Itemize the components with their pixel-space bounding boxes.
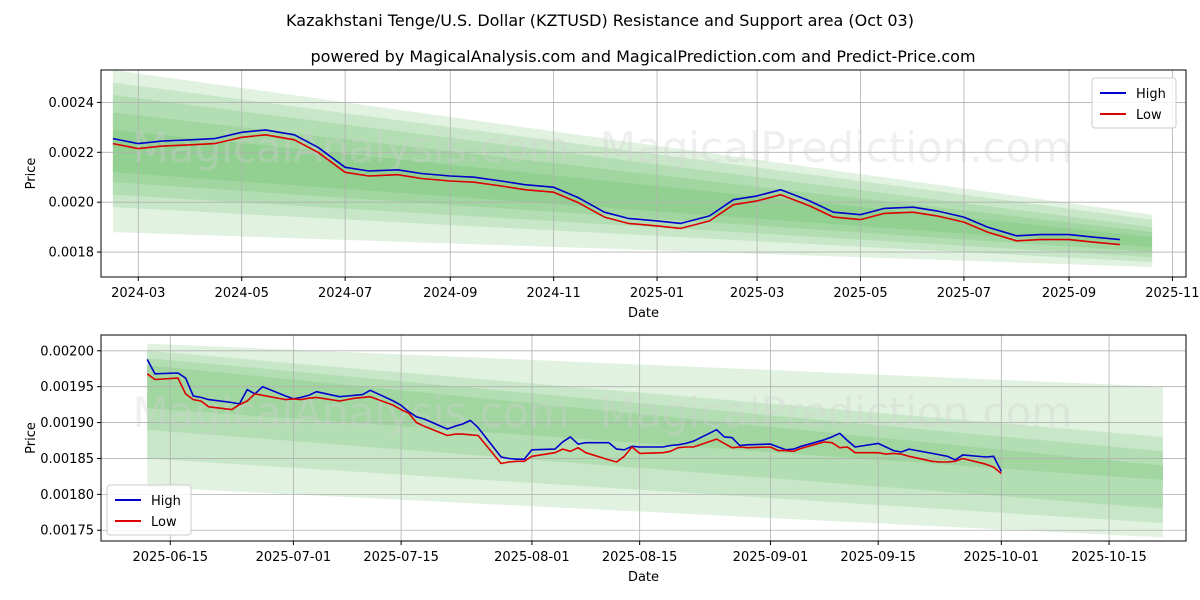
bottom-ytick-label: 0.00195 [40,380,94,395]
top-xtick-label: 2024-07 [318,286,372,301]
bottom-yaxis-label: Price [24,422,39,454]
bottom-xtick-label: 2025-10-15 [1071,550,1147,565]
bottom-xtick-label: 2025-06-15 [132,550,208,565]
bottom-xtick-label: 2025-08-15 [602,550,678,565]
top-xtick-label: 2025-11 [1145,286,1199,301]
top-band-1 [112,82,1153,263]
top-band-0 [112,70,1153,268]
bottom-xtick-label: 2025-09-01 [733,550,809,565]
bottom-xaxis-label: Date [628,570,659,585]
bottom-ytick-label: 0.00180 [40,488,94,503]
top-yaxis-label: Price [24,158,39,190]
top-legend: High Low [1091,77,1177,129]
top-series-high-line [112,129,1120,241]
top-xtick-label: 2024-05 [215,286,269,301]
chart-title: Kazakhstani Tenge/U.S. Dollar (KZTUSD) R… [286,11,914,30]
bottom-legend: High Low [106,484,192,536]
bottom-xtick-label: 2025-07-01 [256,550,332,565]
top-ytick-label: 0.0022 [49,146,95,161]
bottom-ytick-label: 0.00175 [40,524,94,539]
top-chart: MagicalAnalysis.com MagicalPrediction.com… [24,69,1200,321]
top-axes-frame [100,69,1187,278]
bottom-watermark-prediction: MagicalPrediction.com [600,388,1073,437]
top-band-2 [112,94,1153,258]
bottom-xtick-label: 2025-08-01 [494,550,570,565]
top-ytick-label: 0.0024 [49,96,95,111]
top-band-3 [112,112,1153,253]
top-xtick-label: 2024-03 [111,286,165,301]
top-xtick-label: 2025-03 [730,286,784,301]
top-xtick-label: 2025-01 [630,286,684,301]
bottom-xtick-label: 2025-07-15 [363,550,439,565]
top-ytick-label: 0.0018 [49,246,95,261]
bottom-plot-area: MagicalAnalysis.com MagicalPrediction.com [101,335,1186,541]
bottom-legend-label-low: Low [151,515,177,530]
top-xtick-label: 2024-09 [423,286,477,301]
top-legend-label-high: High [1136,87,1166,102]
top-legend-label-low: Low [1136,108,1162,123]
top-legend-box [1091,77,1177,129]
top-xaxis-label: Date [628,306,659,321]
top-plot-area: MagicalAnalysis.com MagicalPrediction.com [101,70,1186,277]
bottom-ytick-label: 0.00185 [40,452,94,467]
top-xtick-label: 2025-07 [937,286,991,301]
top-xtick-label: 2025-05 [833,286,887,301]
top-ytick-label: 0.0020 [49,196,95,211]
bottom-legend-label-high: High [151,494,181,509]
bottom-series-low-line [146,373,1002,475]
bottom-ytick-label: 0.00190 [40,416,94,431]
top-series-low-line [112,134,1120,246]
bottom-legend-box [106,484,192,536]
top-watermark-prediction: MagicalPrediction.com [600,123,1073,172]
bottom-xtick-label: 2025-10-01 [964,550,1040,565]
top-band-4 [112,129,1153,248]
bottom-chart: MagicalAnalysis.com MagicalPrediction.com… [24,334,1187,585]
chart-subtitle: powered by MagicalAnalysis.com and Magic… [310,47,975,66]
top-xtick-label: 2024-11 [526,286,580,301]
bottom-axes-frame [100,334,1187,542]
bottom-xtick-label: 2025-09-15 [840,550,916,565]
top-watermark-analysis: MagicalAnalysis.com [133,123,570,172]
top-xtick-label: 2025-09 [1042,286,1096,301]
bottom-ytick-label: 0.00200 [40,344,94,359]
